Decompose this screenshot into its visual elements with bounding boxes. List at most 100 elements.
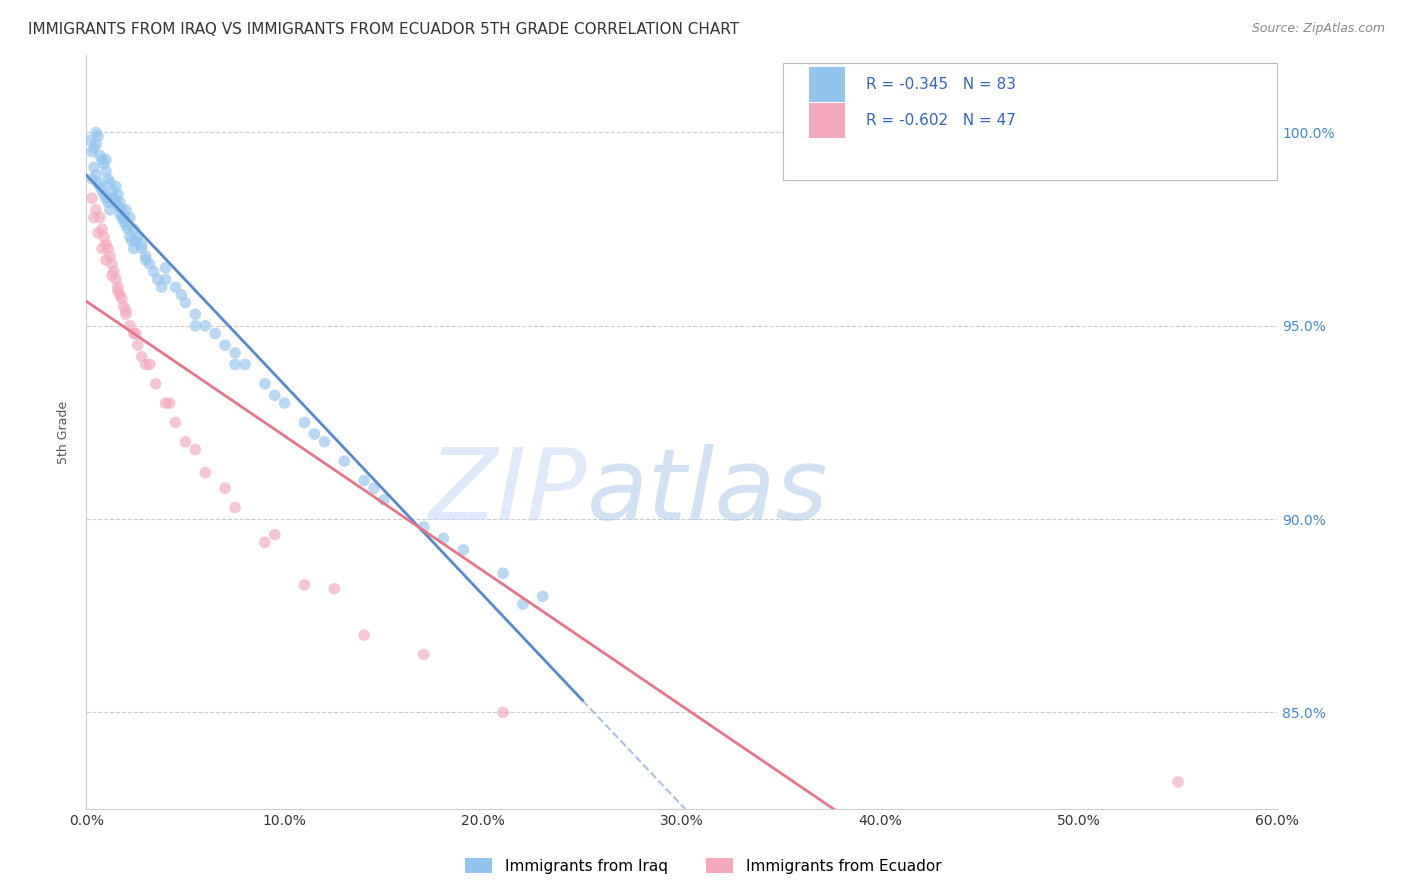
Point	[492, 706, 515, 720]
Point	[304, 427, 326, 442]
Point	[111, 292, 134, 306]
Point	[373, 492, 395, 507]
Point	[108, 207, 131, 221]
Point	[94, 253, 117, 268]
Point	[94, 153, 117, 167]
Point	[138, 257, 160, 271]
Point	[412, 520, 434, 534]
Point	[155, 260, 177, 275]
Point	[150, 280, 173, 294]
Point	[224, 500, 246, 515]
Point	[91, 184, 114, 198]
Point	[101, 257, 124, 271]
Point	[214, 481, 236, 495]
Point	[194, 318, 217, 333]
FancyBboxPatch shape	[810, 67, 845, 102]
Point	[155, 272, 177, 286]
Point	[79, 133, 101, 147]
Legend: Immigrants from Iraq, Immigrants from Ecuador: Immigrants from Iraq, Immigrants from Ec…	[458, 852, 948, 880]
Point	[111, 202, 134, 217]
Point	[103, 191, 125, 205]
Point	[273, 396, 295, 410]
Point	[353, 474, 375, 488]
Point	[104, 272, 127, 286]
Point	[512, 597, 534, 611]
Point	[118, 211, 141, 225]
Point	[97, 242, 120, 256]
Point	[453, 543, 475, 558]
Point	[125, 326, 148, 341]
Point	[159, 396, 181, 410]
Point	[94, 237, 117, 252]
Point	[146, 272, 169, 286]
Point	[263, 527, 285, 541]
Text: R = -0.345   N = 83: R = -0.345 N = 83	[866, 77, 1017, 92]
Point	[145, 376, 167, 391]
Point	[111, 211, 134, 225]
Point	[412, 648, 434, 662]
Point	[294, 416, 316, 430]
Point	[93, 156, 115, 170]
Point	[84, 137, 107, 152]
Point	[112, 214, 135, 228]
Point	[174, 295, 197, 310]
Point	[84, 168, 107, 182]
Point	[121, 234, 143, 248]
Point	[87, 129, 110, 144]
Point	[122, 222, 145, 236]
Point	[138, 358, 160, 372]
Point	[531, 590, 554, 604]
Point	[84, 126, 107, 140]
Point	[115, 303, 138, 318]
Point	[492, 566, 515, 581]
Point	[97, 172, 120, 186]
Text: Source: ZipAtlas.com: Source: ZipAtlas.com	[1251, 22, 1385, 36]
Point	[184, 318, 207, 333]
Point	[127, 338, 149, 352]
Point	[432, 532, 454, 546]
Point	[122, 326, 145, 341]
Point	[184, 442, 207, 457]
Point	[84, 202, 107, 217]
Point	[107, 280, 129, 294]
Point	[155, 396, 177, 410]
Point	[83, 141, 105, 155]
Point	[98, 249, 121, 263]
Point	[204, 326, 226, 341]
Point	[353, 628, 375, 642]
Point	[89, 179, 111, 194]
Point	[91, 153, 114, 167]
Point	[108, 195, 131, 210]
Point	[87, 226, 110, 240]
Point	[253, 535, 276, 549]
Point	[93, 230, 115, 244]
Point	[82, 191, 104, 205]
Point	[108, 288, 131, 302]
Point	[131, 242, 153, 256]
Point	[94, 191, 117, 205]
Point	[83, 211, 105, 225]
Point	[194, 466, 217, 480]
Point	[314, 434, 336, 449]
Point	[112, 211, 135, 225]
Point	[135, 358, 157, 372]
Point	[131, 237, 153, 252]
Point	[89, 211, 111, 225]
Point	[87, 176, 110, 190]
Point	[165, 416, 187, 430]
Text: ZIP: ZIP	[429, 444, 586, 541]
Text: atlas: atlas	[586, 444, 828, 541]
Point	[224, 346, 246, 360]
Point	[214, 338, 236, 352]
Point	[83, 161, 105, 175]
Point	[115, 202, 138, 217]
Text: IMMIGRANTS FROM IRAQ VS IMMIGRANTS FROM ECUADOR 5TH GRADE CORRELATION CHART: IMMIGRANTS FROM IRAQ VS IMMIGRANTS FROM …	[28, 22, 740, 37]
Point	[294, 578, 316, 592]
Point	[263, 388, 285, 402]
Point	[131, 350, 153, 364]
Point	[333, 454, 356, 468]
Point	[91, 242, 114, 256]
FancyBboxPatch shape	[783, 62, 1277, 179]
Point	[107, 284, 129, 298]
Point	[323, 582, 346, 596]
